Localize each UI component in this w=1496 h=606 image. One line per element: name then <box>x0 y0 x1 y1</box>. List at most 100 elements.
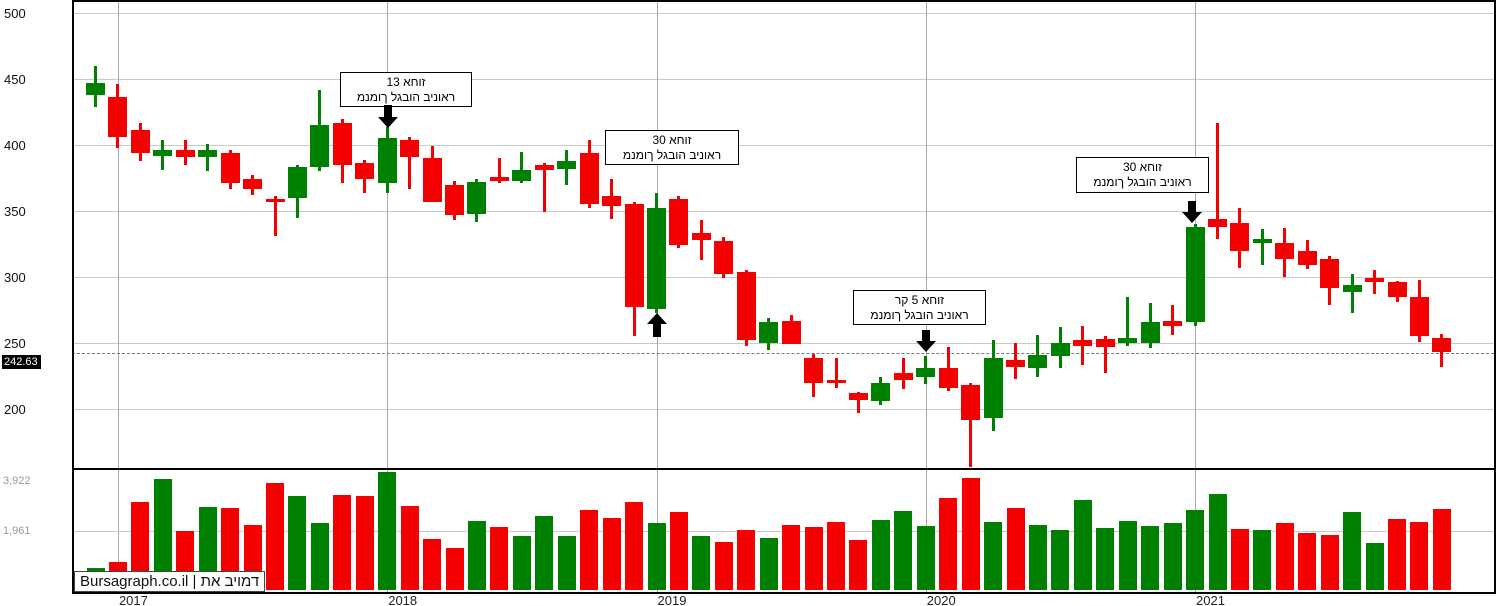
x-axis-year-label: 2019 <box>657 593 687 606</box>
candle <box>287 167 307 198</box>
chart-border-bottom <box>72 592 1496 594</box>
price-axis-label: 250 <box>4 336 26 351</box>
volume-bar <box>1141 526 1160 590</box>
candle <box>310 125 330 168</box>
volume-bar <box>1298 533 1317 590</box>
volume-bar <box>1096 527 1115 590</box>
candle <box>1342 284 1362 292</box>
volume-bar <box>1186 510 1205 590</box>
candle <box>355 163 375 180</box>
candle <box>579 152 599 205</box>
volume-bar <box>1118 521 1137 590</box>
last-price-badge: 242.63 <box>2 355 41 369</box>
volume-bar <box>1410 521 1429 590</box>
price-axis-label: 300 <box>4 270 26 285</box>
volume-bar <box>153 479 172 590</box>
candle <box>1006 360 1026 367</box>
candle <box>1275 242 1295 259</box>
volume-bar <box>198 506 217 590</box>
candle-wick <box>1350 274 1354 313</box>
price-gridline <box>72 277 1494 278</box>
candle-wick <box>408 137 412 189</box>
watermark: Bursagraph.co.il | תא ביומד <box>74 571 266 592</box>
candle-wick <box>901 357 905 390</box>
annotation-box-jan2021: 30 אחוז מנמוך לגבוה בינואר <box>1076 157 1209 193</box>
candle <box>893 373 913 380</box>
candle <box>1118 337 1138 343</box>
candle <box>759 321 779 343</box>
down-arrow-icon <box>1188 201 1196 212</box>
volume-bar <box>1432 509 1451 590</box>
candle <box>1409 296 1429 337</box>
candle <box>916 368 936 378</box>
candle <box>691 233 711 241</box>
candle <box>669 199 689 246</box>
annotation-line2: מנמוך לגבוה בינואר <box>1093 175 1192 189</box>
down-arrow-icon <box>378 117 398 128</box>
candle <box>175 150 195 157</box>
volume-bar <box>310 523 329 590</box>
candle <box>1432 337 1452 353</box>
candle <box>445 184 465 215</box>
candle <box>848 393 868 400</box>
volume-bar <box>1163 522 1182 590</box>
volume-bar <box>1051 530 1070 590</box>
candle <box>1050 343 1070 357</box>
x-axis-year-label: 2020 <box>926 593 956 606</box>
x-axis-year-label: 2018 <box>388 593 418 606</box>
up-arrow-icon <box>647 313 667 324</box>
volume-bar <box>1388 518 1407 590</box>
volume-bar <box>221 508 240 590</box>
price-axis-label: 200 <box>4 402 26 417</box>
candle-wick <box>834 357 838 388</box>
candle-wick <box>1373 270 1377 295</box>
volume-bar <box>827 521 846 590</box>
volume-axis-label: 3,922 <box>3 475 31 487</box>
annotation-box-jan2020: רק 5 אחוז מנמוך לגבוה בינואר <box>853 290 986 325</box>
candle <box>130 130 150 153</box>
volume-bar <box>1253 530 1272 590</box>
candle <box>1140 321 1160 343</box>
x-axis-year-label: 2017 <box>118 593 148 606</box>
candle <box>781 320 801 345</box>
annotation-line1: 30 אחוז <box>652 133 692 147</box>
volume-bar <box>580 510 599 590</box>
volume-bar <box>894 511 913 590</box>
candle <box>938 368 958 388</box>
volume-bar <box>1006 508 1025 590</box>
annotation-line2: מנמוך לגבוה בינואר <box>622 148 722 162</box>
volume-bar <box>355 496 374 590</box>
candle <box>1095 339 1115 347</box>
candle <box>602 196 622 206</box>
candle <box>198 150 218 157</box>
volume-bar <box>714 542 733 590</box>
volume-bar <box>871 520 890 590</box>
volume-bar <box>512 536 531 590</box>
volume-bar <box>400 506 419 590</box>
candle-wick <box>542 163 546 213</box>
candle-wick <box>206 143 210 172</box>
volume-bar <box>669 512 688 590</box>
volume-bar <box>1320 534 1339 590</box>
candle <box>1073 340 1093 346</box>
candle-wick <box>856 391 860 413</box>
candle <box>1208 218 1227 227</box>
candle <box>961 385 981 420</box>
candle-wick <box>1126 296 1130 346</box>
candle <box>1028 354 1048 369</box>
price-axis-label: 400 <box>4 138 26 153</box>
volume-bar <box>782 524 801 590</box>
volume-bar <box>131 502 150 590</box>
candle <box>736 271 756 341</box>
annotation-line1: 30 אחוז <box>1122 160 1163 174</box>
annotation-box-jan2019: 30 אחוז מנמוך לגבוה בינואר <box>605 130 739 165</box>
volume-bar <box>804 527 823 590</box>
annotation-line1: רק 5 אחוז <box>894 293 945 307</box>
candle <box>1297 250 1317 266</box>
price-axis-label: 500 <box>4 6 26 21</box>
down-arrow-icon <box>384 105 392 117</box>
candle-wick <box>699 220 703 260</box>
candle <box>265 199 285 202</box>
chart-border-top <box>72 0 1496 2</box>
volume-bar <box>692 536 711 590</box>
